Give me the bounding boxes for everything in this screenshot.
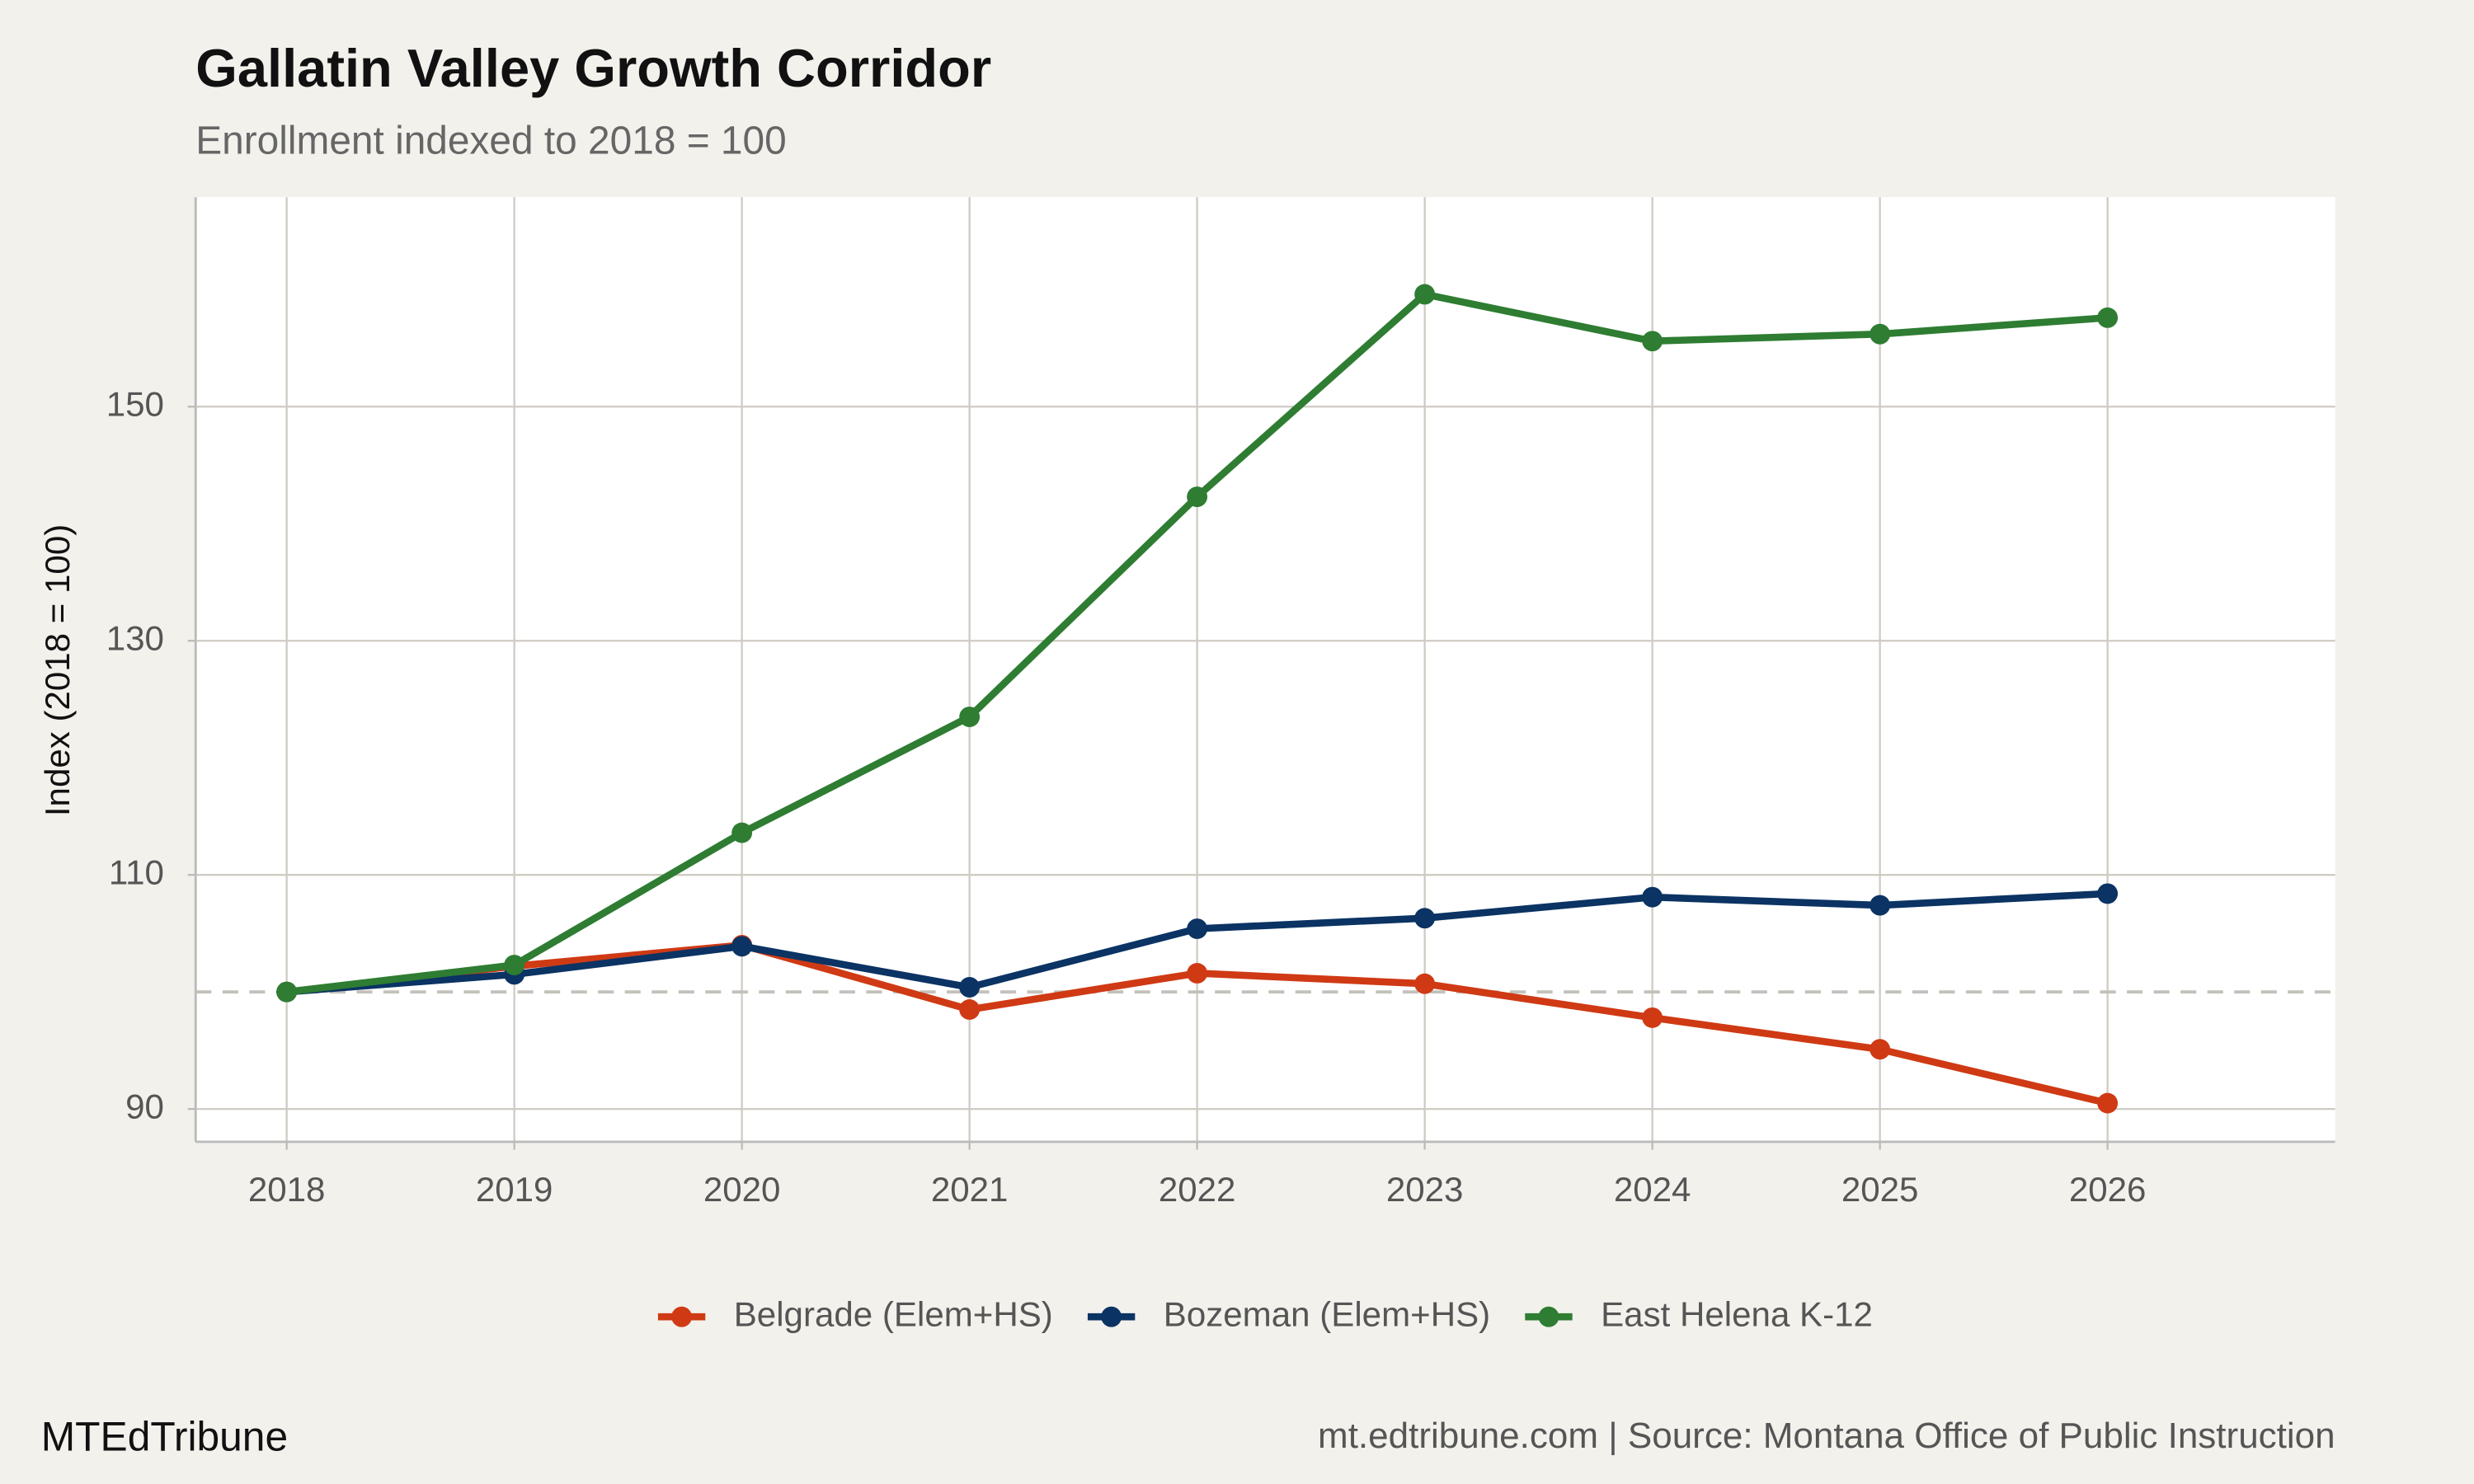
x-tick-label: 2023	[1386, 1170, 1464, 1209]
plot-area	[195, 197, 2335, 1142]
data-point	[1870, 323, 1891, 345]
data-point	[504, 955, 525, 975]
x-tick-label: 2022	[1159, 1170, 1236, 1209]
legend-label: Belgrade (Elem+HS)	[734, 1294, 1053, 1333]
data-point	[1642, 1007, 1663, 1028]
x-tick-label: 2025	[1841, 1170, 1919, 1209]
data-point	[1642, 886, 1663, 908]
data-point	[1414, 908, 1436, 929]
data-point	[2097, 307, 2119, 328]
legend-swatch-dot	[1101, 1306, 1122, 1327]
x-tick-label: 2021	[931, 1170, 1009, 1209]
x-tick-label: 2020	[703, 1170, 781, 1209]
data-point	[276, 981, 298, 1003]
x-tick-label: 2026	[2069, 1170, 2147, 1209]
y-tick-label: 90	[125, 1087, 164, 1125]
legend-swatch-dot	[1538, 1306, 1559, 1327]
data-point	[2097, 1092, 2119, 1114]
data-point	[1187, 486, 1208, 508]
footer-source: mt.edtribune.com | Source: Montana Offic…	[1318, 1416, 2335, 1456]
data-point	[959, 999, 981, 1020]
y-tick-label: 130	[106, 618, 164, 657]
x-tick-label: 2024	[1614, 1170, 1691, 1209]
chart-title: Gallatin Valley Growth Corridor	[195, 38, 991, 98]
data-point	[959, 977, 981, 998]
y-tick-label: 150	[106, 384, 164, 423]
footer-brand: MTEdTribune	[41, 1414, 288, 1460]
data-point	[1870, 1039, 1891, 1060]
data-point	[1187, 918, 1208, 939]
x-tick-label: 2018	[248, 1170, 326, 1209]
data-point	[731, 822, 753, 843]
data-point	[1414, 284, 1436, 305]
legend: Belgrade (Elem+HS) Bozeman (Elem+HS) East …	[657, 1294, 1873, 1333]
data-point	[731, 936, 753, 957]
legend-swatch-dot	[671, 1306, 693, 1327]
data-point	[1870, 895, 1891, 916]
legend-label: East Helena K-12	[1601, 1294, 1873, 1333]
data-point	[1414, 973, 1436, 994]
data-point	[2097, 883, 2119, 904]
y-tick-label: 110	[109, 852, 164, 891]
data-point	[1187, 963, 1208, 984]
legend-label: Bozeman (Elem+HS)	[1164, 1294, 1490, 1333]
y-axis-label: Index (2018 = 100)	[38, 524, 77, 816]
data-point	[959, 707, 981, 727]
x-tick-label: 2019	[476, 1170, 553, 1209]
data-point	[1642, 331, 1663, 352]
chart-subtitle: Enrollment indexed to 2018 = 100	[195, 120, 786, 163]
